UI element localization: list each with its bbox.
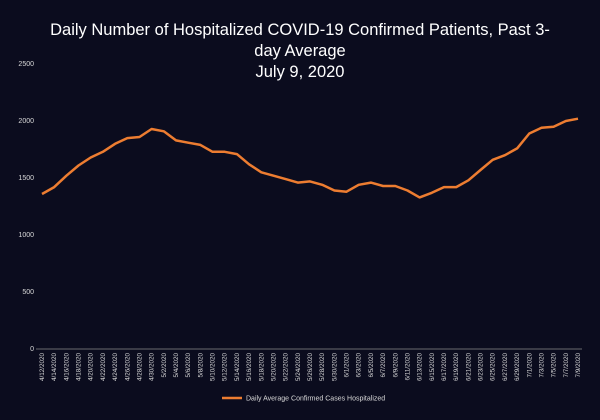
x-tick-label: 5/4/2020 [173, 353, 180, 378]
x-tick-label: 6/17/2020 [441, 353, 448, 382]
x-tick-label: 7/9/2020 [575, 353, 582, 378]
x-tick-label: 6/9/2020 [392, 353, 399, 378]
y-tick-label: 1000 [18, 232, 34, 239]
x-tick-label: 4/28/2020 [136, 353, 143, 382]
x-tick-label: 6/7/2020 [380, 353, 387, 378]
x-tick-label: 6/3/2020 [356, 353, 363, 378]
x-tick-label: 7/1/2020 [526, 353, 533, 378]
x-tick-label: 5/8/2020 [197, 353, 204, 378]
x-tick-label: 4/22/2020 [100, 353, 107, 382]
x-tick-label: 6/19/2020 [453, 353, 460, 382]
x-tick-label: 5/6/2020 [185, 353, 192, 378]
x-tick-label: 6/23/2020 [478, 353, 485, 382]
x-tick-label: 7/5/2020 [551, 353, 558, 378]
x-tick-label: 6/21/2020 [465, 353, 472, 382]
y-tick-label: 2000 [18, 118, 34, 125]
x-tick-label: 5/22/2020 [283, 353, 290, 382]
y-tick-label: 1500 [18, 175, 34, 182]
x-tick-label: 5/16/2020 [246, 353, 253, 382]
line [41, 117, 579, 199]
x-tick-label: 4/26/2020 [124, 353, 131, 382]
x-tick-label: 4/18/2020 [76, 353, 83, 382]
x-tick-label: 5/12/2020 [222, 353, 229, 382]
x-tick-label: 6/5/2020 [368, 353, 375, 378]
chart-subtitle: July 9, 2020 [255, 63, 345, 81]
x-tick-label: 4/20/2020 [88, 353, 95, 382]
titles: Daily Number of Hospitalized COVID-19 Co… [50, 20, 550, 83]
x-tick-label: 4/16/2020 [63, 353, 70, 382]
x-tick-label: 6/1/2020 [344, 353, 351, 378]
x-tick-label: 5/20/2020 [270, 353, 277, 382]
x-tick-label: 5/26/2020 [307, 353, 314, 382]
x-tick-label: 5/18/2020 [258, 353, 265, 382]
x-tick-label: 7/7/2020 [563, 353, 570, 378]
x-tick-label: 5/2/2020 [161, 353, 168, 378]
x-tick-label: 6/29/2020 [514, 353, 521, 382]
x-tick-label: 6/25/2020 [490, 353, 497, 382]
chart-title: Daily Number of Hospitalized COVID-19 Co… [50, 21, 550, 60]
y-tick-label: 500 [22, 289, 34, 296]
x-tick-label: 4/12/2020 [39, 353, 46, 382]
x-tick-label: 6/13/2020 [417, 353, 424, 382]
x-tick-label: 5/30/2020 [331, 353, 338, 382]
x-tick-label: 4/14/2020 [51, 353, 58, 382]
x-tick-label: 6/11/2020 [404, 353, 411, 381]
x-tick-label: 4/30/2020 [149, 353, 156, 382]
x-tick-label: 5/10/2020 [210, 353, 217, 382]
x-tick-label: 7/3/2020 [538, 353, 545, 378]
x-tick-label: 5/24/2020 [295, 353, 302, 382]
x-tick-label: 4/24/2020 [112, 353, 119, 382]
x-tick-label: 6/15/2020 [429, 353, 436, 382]
y-tick-label: 2500 [18, 61, 34, 68]
x-tick-label: 5/14/2020 [234, 353, 241, 382]
y-tick-label: 0 [30, 346, 34, 353]
x-tick-label: 6/27/2020 [502, 353, 509, 382]
legend-label: Daily Average Confirmed Cases Hospitaliz… [246, 396, 385, 403]
x-tick-label: 5/28/2020 [319, 353, 326, 382]
